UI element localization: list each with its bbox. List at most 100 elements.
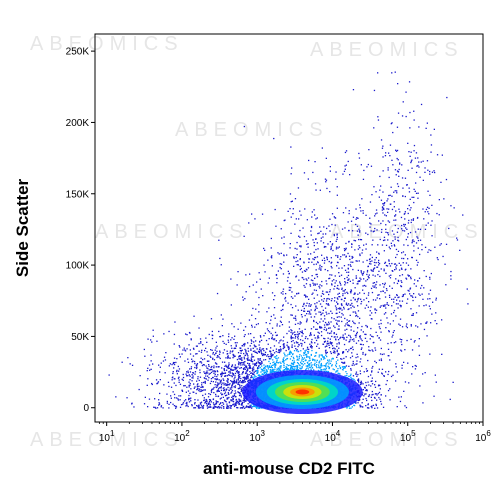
event-point [308,313,310,315]
event-point [230,368,232,370]
event-point [204,382,206,384]
event-point [229,404,231,407]
event-point [287,302,289,304]
event-point [308,364,310,366]
event-point [209,382,212,385]
event-point [237,271,239,273]
event-point [259,341,261,343]
event-point [324,340,327,342]
event-point [232,401,235,403]
event-point [287,368,290,370]
event-point [316,273,318,276]
event-point [324,370,326,372]
event-point [374,215,376,217]
event-point [208,364,210,366]
event-point [239,393,241,395]
event-point [318,356,320,358]
event-point [359,373,362,375]
event-point [225,401,227,403]
event-point [341,320,343,323]
event-point [266,371,269,373]
event-point [190,397,192,399]
event-point [280,309,282,312]
event-point [215,378,217,380]
event-point [348,325,350,327]
event-point [261,348,263,350]
event-point [360,405,362,407]
event-point [258,407,260,409]
event-point [337,255,339,257]
event-point [182,376,185,379]
event-point [280,365,282,367]
event-point [234,342,236,344]
event-point [223,407,225,409]
event-point [381,206,384,208]
event-point [290,340,293,343]
event-point [237,402,240,404]
event-point [289,364,291,366]
event-point [300,214,302,216]
event-point [372,350,374,352]
event-point [359,335,362,337]
event-point [378,391,381,394]
event-point [275,356,277,358]
event-point [311,347,313,349]
event-point [251,353,253,355]
event-point [223,389,225,392]
event-point [352,282,354,284]
event-point [307,253,309,255]
event-point [242,362,244,364]
event-point [188,399,190,401]
event-point [246,377,248,379]
event-point [172,362,174,365]
event-point [239,374,241,376]
event-point [283,360,285,362]
event-point [250,333,252,335]
event-point [336,301,338,303]
event-point [343,170,346,172]
event-point [274,368,276,370]
event-point [324,365,326,367]
event-point [233,378,235,380]
event-point [305,278,307,280]
event-point [224,375,226,377]
event-point [371,407,373,409]
event-point [326,351,328,354]
event-point [339,367,342,370]
event-point [239,367,241,369]
event-point [282,290,284,293]
event-point [231,399,233,401]
event-point [233,393,236,395]
event-point [265,370,267,372]
event-point [234,335,236,337]
event-point [365,248,367,250]
event-point [203,371,205,373]
event-point [154,398,156,400]
event-point [318,354,320,356]
event-point [344,227,346,229]
event-point [291,200,293,202]
event-point [335,254,337,257]
event-point [248,319,251,321]
event-point [344,297,346,299]
event-point [290,201,292,203]
event-point [268,331,271,333]
event-point [274,363,276,365]
event-point [345,365,348,367]
event-point [335,364,337,366]
watermark-text: ABEOMICS [30,429,184,451]
event-point [375,299,377,301]
event-point [337,247,339,249]
event-point [262,295,264,297]
event-point [305,268,308,270]
event-point [227,381,229,383]
event-point [227,386,229,389]
event-point [347,264,350,266]
event-point [323,368,325,370]
event-point [225,384,227,386]
event-point [258,351,260,354]
event-point [228,401,230,403]
event-point [239,362,241,364]
event-point [247,405,249,408]
event-point [274,331,277,334]
